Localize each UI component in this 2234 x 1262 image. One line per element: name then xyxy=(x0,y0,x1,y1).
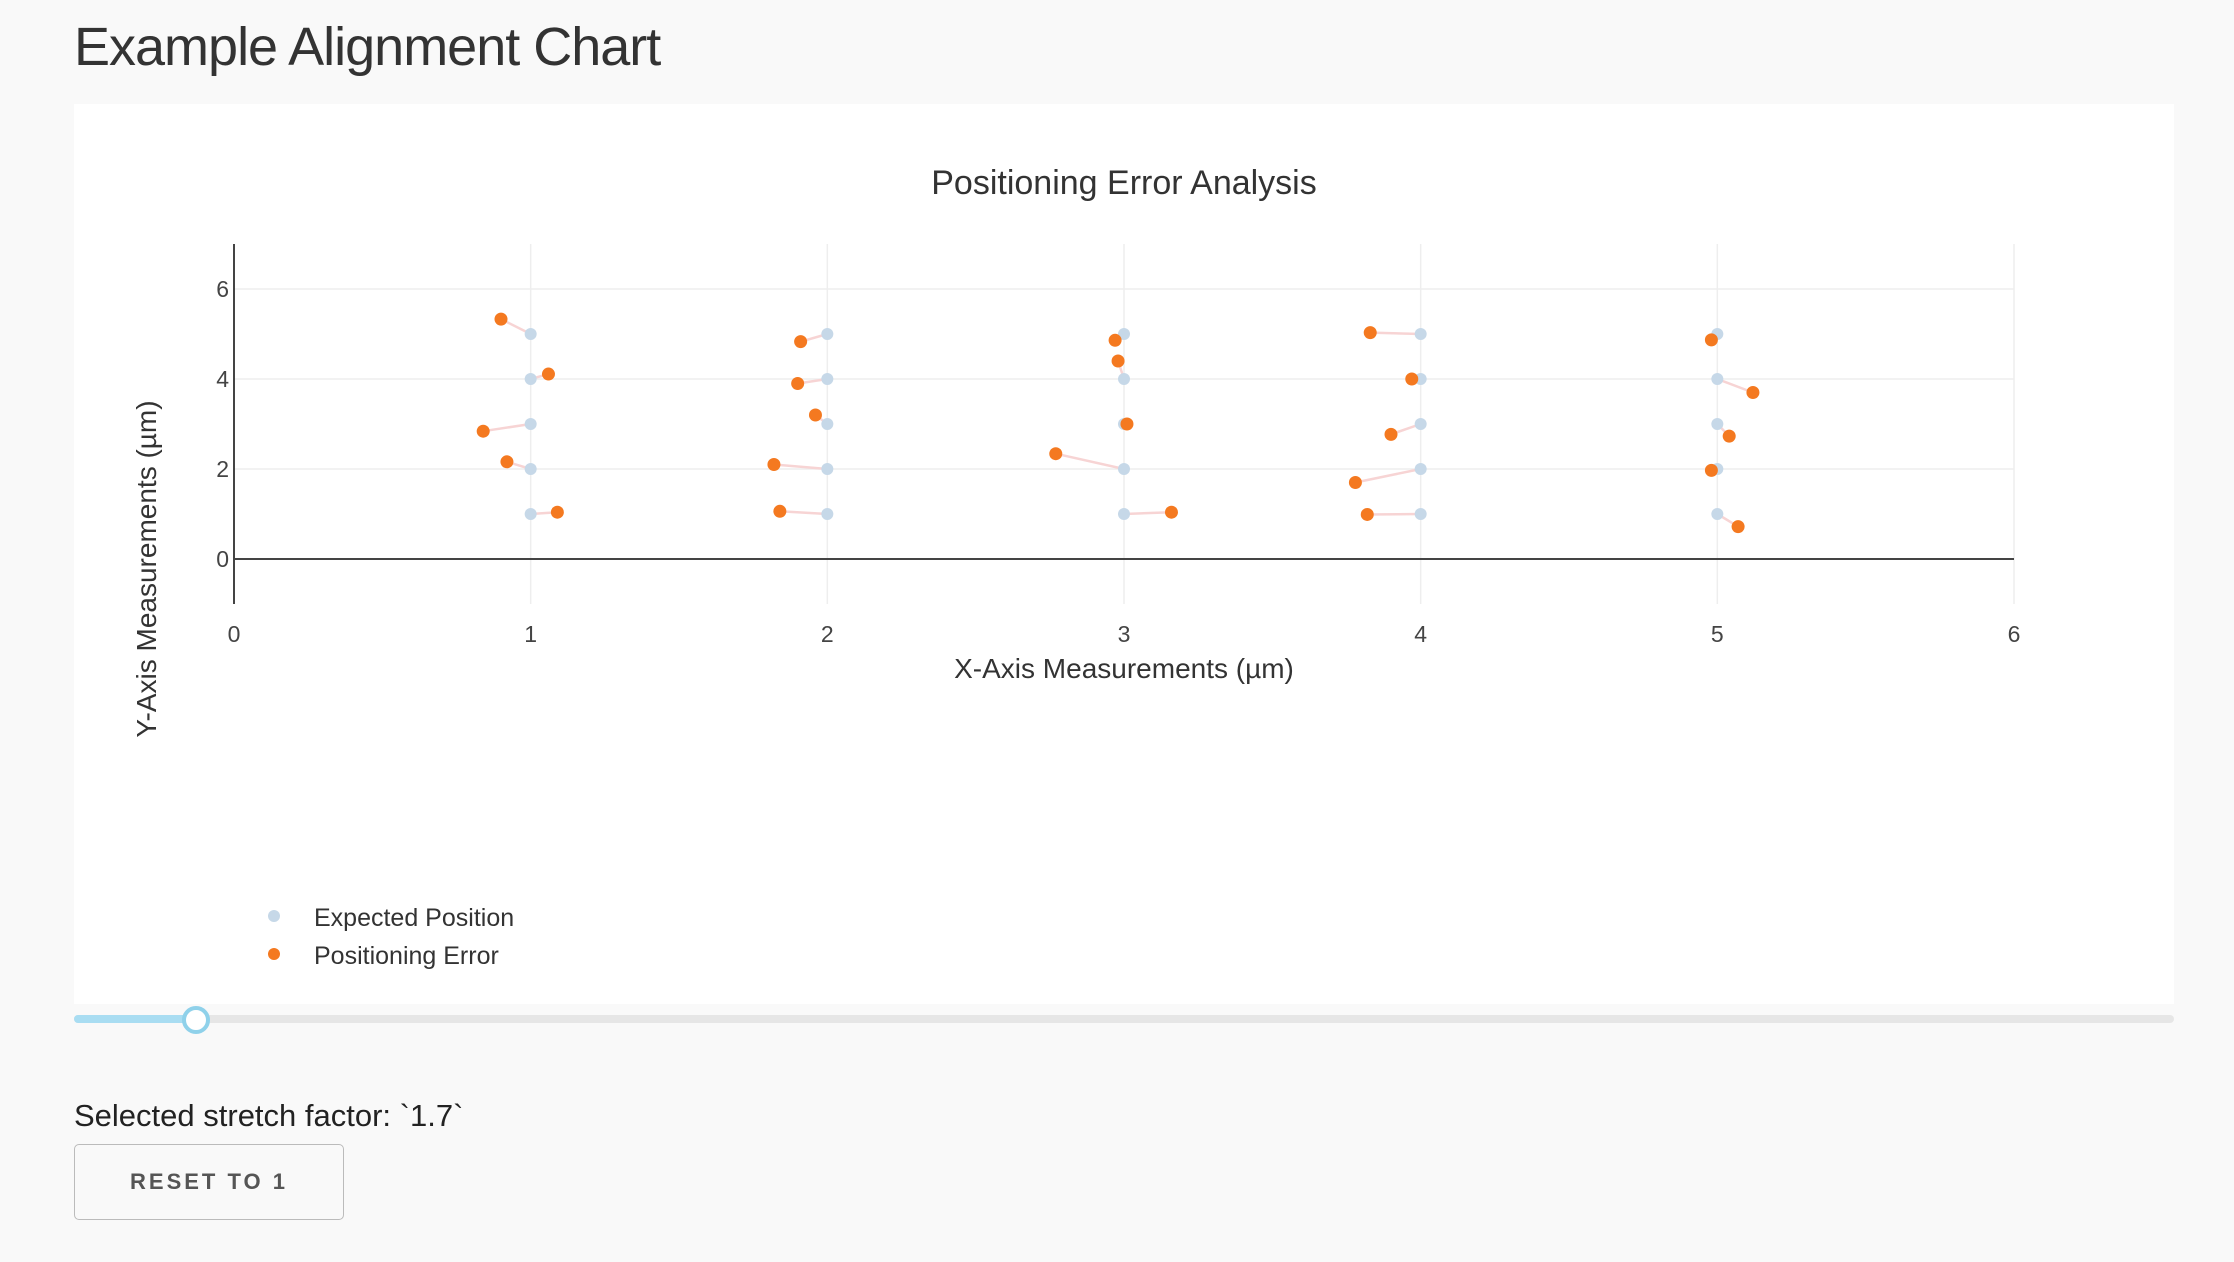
positioning-error-point[interactable] xyxy=(476,424,490,438)
expected-position-point[interactable] xyxy=(821,463,834,475)
legend-marker-expected xyxy=(268,910,280,922)
positioning-error-point[interactable] xyxy=(1731,520,1745,534)
legend-item-expected[interactable]: Expected Position xyxy=(268,904,514,932)
positioning-error-point[interactable] xyxy=(1049,447,1063,461)
stretch-factor-readout: Selected stretch factor: `1.7` xyxy=(74,1098,464,1133)
positioning-error-point[interactable] xyxy=(550,505,564,519)
expected-position-point[interactable] xyxy=(1118,328,1130,340)
y-tick-label: 2 xyxy=(216,456,229,482)
expected-position-point[interactable] xyxy=(1118,508,1130,520)
expected-position-point[interactable] xyxy=(524,328,537,340)
expected-position-point[interactable] xyxy=(524,418,537,430)
error-connector-line xyxy=(1370,331,1421,336)
legend-label-error: Positioning Error xyxy=(314,942,499,970)
positioning-error-point[interactable] xyxy=(794,335,808,349)
scatter-chart[interactable]: 0 1 2 3 4 5 6 0 2 4 6 Positioning Error Analysis X… xyxy=(74,104,2174,1004)
tick-label-layer: 0 1 2 3 4 5 6 0 2 4 6 xyxy=(216,276,2020,647)
positioning-error-point[interactable] xyxy=(494,312,508,326)
positioning-error-point[interactable] xyxy=(791,377,805,390)
expected-position-point[interactable] xyxy=(524,373,537,385)
positioning-error-point[interactable] xyxy=(1360,507,1374,521)
error-connector-line xyxy=(773,463,828,471)
positioning-error-point[interactable] xyxy=(1405,372,1419,386)
x-tick-label: 6 xyxy=(2008,621,2021,647)
connector-layer xyxy=(483,318,1754,528)
x-tick-label: 1 xyxy=(524,621,537,647)
positioning-error-point[interactable] xyxy=(1120,417,1134,431)
chart-title: Positioning Error Analysis xyxy=(931,164,1317,202)
y-tick-label: 6 xyxy=(216,276,229,302)
expected-position-point[interactable] xyxy=(1118,463,1130,475)
positioning-error-point[interactable] xyxy=(1384,427,1398,441)
y-tick-label: 4 xyxy=(216,366,229,392)
error-connector-line xyxy=(1355,467,1421,484)
legend-item-error[interactable]: Positioning Error xyxy=(268,942,499,970)
positioning-error-point[interactable] xyxy=(1704,463,1718,477)
error-connector-line xyxy=(779,510,828,516)
positioning-error-point[interactable] xyxy=(1704,333,1718,347)
expected-position-point[interactable] xyxy=(1414,373,1427,385)
error-connector-line xyxy=(483,422,531,433)
positioning-error-point[interactable] xyxy=(1111,354,1125,368)
slider-track xyxy=(74,1015,196,1023)
expected-position-point[interactable] xyxy=(821,418,834,430)
x-tick-label: 5 xyxy=(1711,621,1724,647)
point-layer xyxy=(476,312,1760,534)
expected-position-point[interactable] xyxy=(821,373,834,385)
chart-card: 0 1 2 3 4 5 6 0 2 4 6 Positioning Error Analysis X… xyxy=(74,104,2174,1004)
positioning-error-point[interactable] xyxy=(1348,476,1362,489)
expected-position-point[interactable] xyxy=(1118,373,1130,385)
legend-label-expected: Expected Position xyxy=(314,904,514,932)
positioning-error-point[interactable] xyxy=(1746,386,1760,399)
expected-position-point[interactable] xyxy=(821,508,834,520)
reset-button[interactable]: RESET TO 1 xyxy=(74,1144,344,1220)
positioning-error-point[interactable] xyxy=(767,458,781,471)
error-connector-line xyxy=(1123,510,1172,516)
x-axis-label: X-Axis Measurements (µm) xyxy=(954,653,1294,684)
expected-position-point[interactable] xyxy=(1711,418,1724,430)
legend[interactable]: Expected Position Positioning Error xyxy=(268,904,514,970)
y-axis-label: Y-Axis Measurements (µm) xyxy=(131,400,162,737)
positioning-error-point[interactable] xyxy=(500,455,514,469)
expected-position-point[interactable] xyxy=(1414,508,1427,520)
positioning-error-point[interactable] xyxy=(1108,333,1122,347)
slider-handle[interactable] xyxy=(182,1006,210,1034)
positioning-error-point[interactable] xyxy=(1722,429,1736,443)
expected-position-point[interactable] xyxy=(1414,418,1427,430)
positioning-error-point[interactable] xyxy=(1164,505,1178,519)
positioning-error-point[interactable] xyxy=(773,504,787,518)
stretch-slider[interactable] xyxy=(74,1006,2174,1034)
y-tick-label: 0 xyxy=(216,546,229,572)
expected-position-point[interactable] xyxy=(1414,328,1427,340)
expected-position-point[interactable] xyxy=(524,508,537,520)
page-title: Example Alignment Chart xyxy=(74,17,661,77)
positioning-error-point[interactable] xyxy=(808,408,822,422)
positioning-error-point[interactable] xyxy=(541,367,555,381)
expected-position-point[interactable] xyxy=(524,463,537,475)
expected-position-point[interactable] xyxy=(821,328,834,340)
x-tick-label: 4 xyxy=(1414,621,1427,647)
expected-position-point[interactable] xyxy=(1711,508,1724,520)
x-tick-label: 3 xyxy=(1118,621,1131,647)
x-tick-label: 2 xyxy=(821,621,834,647)
positioning-error-point[interactable] xyxy=(1363,326,1377,340)
axis-layer xyxy=(233,244,2014,604)
x-tick-label: 0 xyxy=(228,621,241,647)
error-connector-line xyxy=(1055,452,1125,471)
expected-position-point[interactable] xyxy=(1414,463,1427,475)
expected-position-point[interactable] xyxy=(1711,373,1724,385)
slider-rail[interactable] xyxy=(74,1015,2174,1023)
legend-marker-error xyxy=(268,948,280,960)
